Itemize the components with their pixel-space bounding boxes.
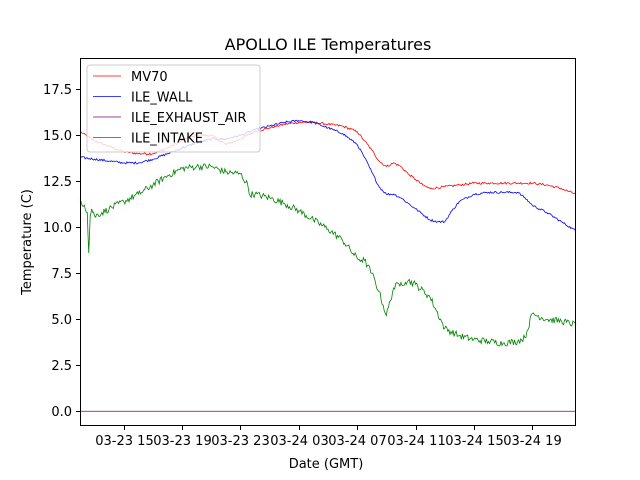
series-line-ile-wall: [80, 119, 577, 232]
legend-label-ile-intake: ILE_INTAKE: [131, 132, 203, 147]
y-tick-label: 12.5: [43, 175, 72, 190]
x-tick-label: 03-24 19: [503, 434, 561, 449]
x-tick-label: 03-24 11: [387, 434, 445, 449]
x-tick-label: 03-23 15: [95, 434, 153, 449]
y-tick-label: 15.0: [43, 129, 72, 144]
y-tick-label: 2.5: [51, 359, 72, 374]
y-axis: 0.0 2.5 5.0 7.5 10.0 12.5 15.0 17.5: [43, 83, 80, 420]
x-tick-label: 03-23 19: [153, 434, 211, 449]
legend-label-mv70: MV70: [131, 70, 168, 85]
chart-title: APOLLO ILE Temperatures: [225, 35, 432, 54]
x-axis: 03-23 15 03-23 19 03-23 23 03-24 03 03-24 07…: [95, 426, 562, 449]
y-tick-label: 10.0: [43, 221, 72, 236]
x-tick-label: 03-24 03: [270, 434, 328, 449]
series-line-ile-intake: [79, 163, 577, 347]
y-tick-label: 0.0: [51, 405, 72, 420]
legend: MV70 ILE_WALL ILE_EXHAUST_AIR ILE_INTAKE: [86, 64, 261, 153]
legend-box: [86, 64, 261, 153]
plot-border: [80, 58, 576, 426]
x-axis-label: Date (GMT): [289, 457, 364, 472]
legend-label-ile-exhaust-air: ILE_EXHAUST_AIR: [131, 111, 247, 126]
y-tick-label: 17.5: [43, 83, 72, 98]
x-tick-label: 03-24 07: [328, 434, 386, 449]
x-tick-label: 03-24 15: [445, 434, 503, 449]
x-tick-label: 03-23 23: [211, 434, 269, 449]
legend-label-ile-wall: ILE_WALL: [131, 91, 193, 106]
y-tick-label: 5.0: [51, 313, 72, 328]
y-tick-label: 7.5: [51, 267, 72, 282]
y-axis-label: Temperature (C): [20, 189, 35, 296]
